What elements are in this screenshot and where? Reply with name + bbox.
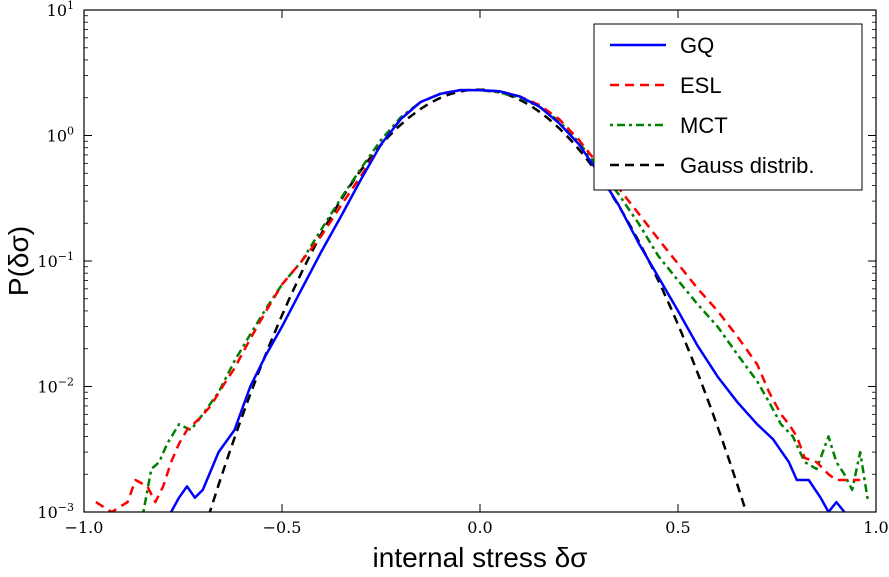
legend-label-gauss: Gauss distrib. [680, 153, 815, 178]
series-line-mct [142, 88, 870, 512]
legend-label-mct: MCT [680, 113, 728, 138]
y-tick-label: 100 [47, 125, 74, 146]
x-tick-label: −0.5 [263, 518, 302, 537]
y-axis-title: P(δσ) [3, 226, 34, 296]
legend-label-esl: ESL [680, 73, 722, 98]
x-tick-label: 1.0 [863, 518, 888, 537]
legend-frame [593, 23, 863, 191]
x-axis-title: internal stress δσ [373, 542, 588, 573]
y-tick-label: 101 [47, 0, 74, 20]
series-layer [95, 88, 870, 512]
series-line-gq [170, 88, 846, 512]
x-tick-label: 0.0 [467, 518, 492, 537]
x-tick-label: 0.5 [665, 518, 690, 537]
legend-label-gq: GQ [680, 33, 714, 58]
y-tick-label: 10−1 [37, 250, 74, 271]
x-tick-label: −1.0 [65, 518, 104, 537]
legend: GQ ESL MCT Gauss distrib. [593, 23, 863, 191]
y-tick-label: 10−2 [37, 376, 74, 397]
